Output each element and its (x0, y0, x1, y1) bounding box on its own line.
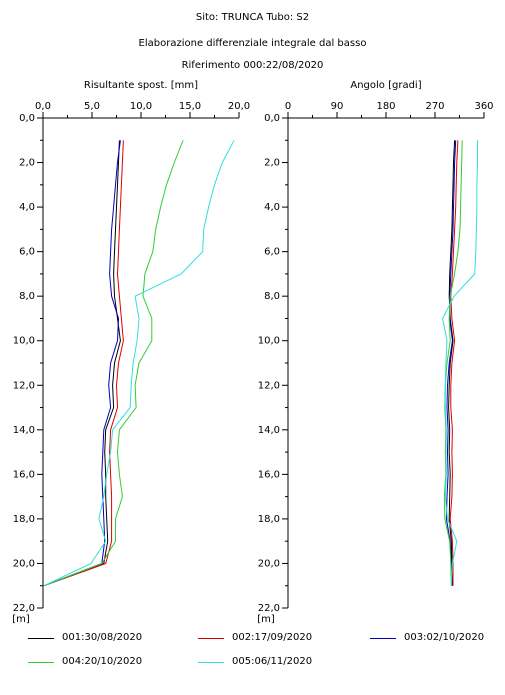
legend-label-003: 003:02/10/2020 (404, 632, 485, 643)
legend-swatch-004 (28, 662, 54, 663)
chart-angle-y-unit: [m] (257, 614, 275, 625)
chart-displacement-y-tick-label: 2,0 (19, 158, 35, 169)
chart-angle-y-tick-label: 16,0 (258, 469, 280, 480)
chart-angle-title: Angolo [gradi] (350, 80, 421, 91)
chart-displacement-y-tick-label: 6,0 (19, 247, 35, 258)
chart-angle-x-tick-label: 90 (331, 101, 344, 112)
legend-swatch-003 (370, 638, 396, 639)
legend-swatch-005 (198, 662, 224, 663)
legend-swatch-001 (28, 638, 54, 639)
chart-angle-y-tick-label: 20,0 (258, 558, 280, 569)
legend-swatch-002 (198, 638, 224, 639)
chart-displacement-series-5 (43, 140, 235, 587)
chart-angle-y-tick-label: 8,0 (264, 291, 280, 302)
chart-angle-y-tick-label: 18,0 (258, 514, 280, 525)
chart-angle-y-tick-label: 0,0 (264, 113, 280, 124)
chart-angle-y-tick-label: 12,0 (258, 380, 280, 391)
legend-label-004: 004:20/10/2020 (62, 656, 143, 667)
legend-label-005: 005:06/11/2020 (232, 656, 313, 667)
chart-angle-series-2 (449, 140, 459, 586)
chart-displacement-x-tick-label: 15,0 (179, 101, 201, 112)
chart-displacement-y-tick-label: 14,0 (13, 425, 35, 436)
chart-angle-series-1 (448, 140, 456, 586)
chart-angle-y-tick-label: 22,0 (258, 603, 280, 614)
chart-displacement-x-tick-label: 20,0 (228, 101, 250, 112)
chart-angle-x-tick-label: 360 (474, 101, 493, 112)
chart-angle-y-tick-label: 14,0 (258, 425, 280, 436)
chart-angle-series-4 (443, 140, 463, 586)
chart-displacement-y-tick-label: 12,0 (13, 380, 35, 391)
chart-angle-x-tick-label: 270 (425, 101, 444, 112)
chart-header-site: Sito: TRUNCA Tubo: S2 (195, 12, 310, 23)
chart-displacement-y-tick-label: 22,0 (13, 603, 35, 614)
chart-angle-y-tick-label: 6,0 (264, 247, 280, 258)
legend-label-002: 002:17/09/2020 (232, 632, 313, 643)
chart-displacement-x-tick-label: 0,0 (35, 101, 51, 112)
chart-displacement-y-tick-label: 8,0 (19, 291, 35, 302)
chart-displacement-x-tick-label: 10,0 (130, 101, 152, 112)
chart-displacement-y-tick-label: 4,0 (19, 202, 35, 213)
legend-label-001: 001:30/08/2020 (62, 632, 143, 643)
chart-angle-x-tick-label: 180 (376, 101, 395, 112)
chart-angle-x-tick-label: 0 (285, 101, 291, 112)
chart-displacement-y-tick-label: 20,0 (13, 558, 35, 569)
chart-angle-y-tick-label: 2,0 (264, 158, 280, 169)
chart-displacement-y-tick-label: 18,0 (13, 514, 35, 525)
chart-displacement-y-unit: [m] (12, 614, 30, 625)
chart-displacement-series-4 (43, 140, 184, 587)
chart-displacement-title: Risultante spost. [mm] (84, 80, 198, 91)
chart-displacement-y-tick-label: 16,0 (13, 469, 35, 480)
chart-displacement-x-tick-label: 5,0 (84, 101, 100, 112)
chart-angle-series-5 (442, 140, 478, 586)
chart-displacement-series-3 (43, 140, 121, 587)
chart-displacement-series-2 (43, 140, 124, 587)
reference-line: Riferimento 000:22/08/2020 (181, 60, 324, 71)
chart-displacement-y-tick-label: 0,0 (19, 113, 35, 124)
chart-displacement-y-tick-label: 10,0 (13, 336, 35, 347)
chart-angle-y-tick-label: 4,0 (264, 202, 280, 213)
chart-subtitle: Elaborazione differenziale integrale dal… (138, 38, 367, 49)
chart-angle-y-tick-label: 10,0 (258, 336, 280, 347)
chart-displacement-series-1 (43, 140, 121, 587)
